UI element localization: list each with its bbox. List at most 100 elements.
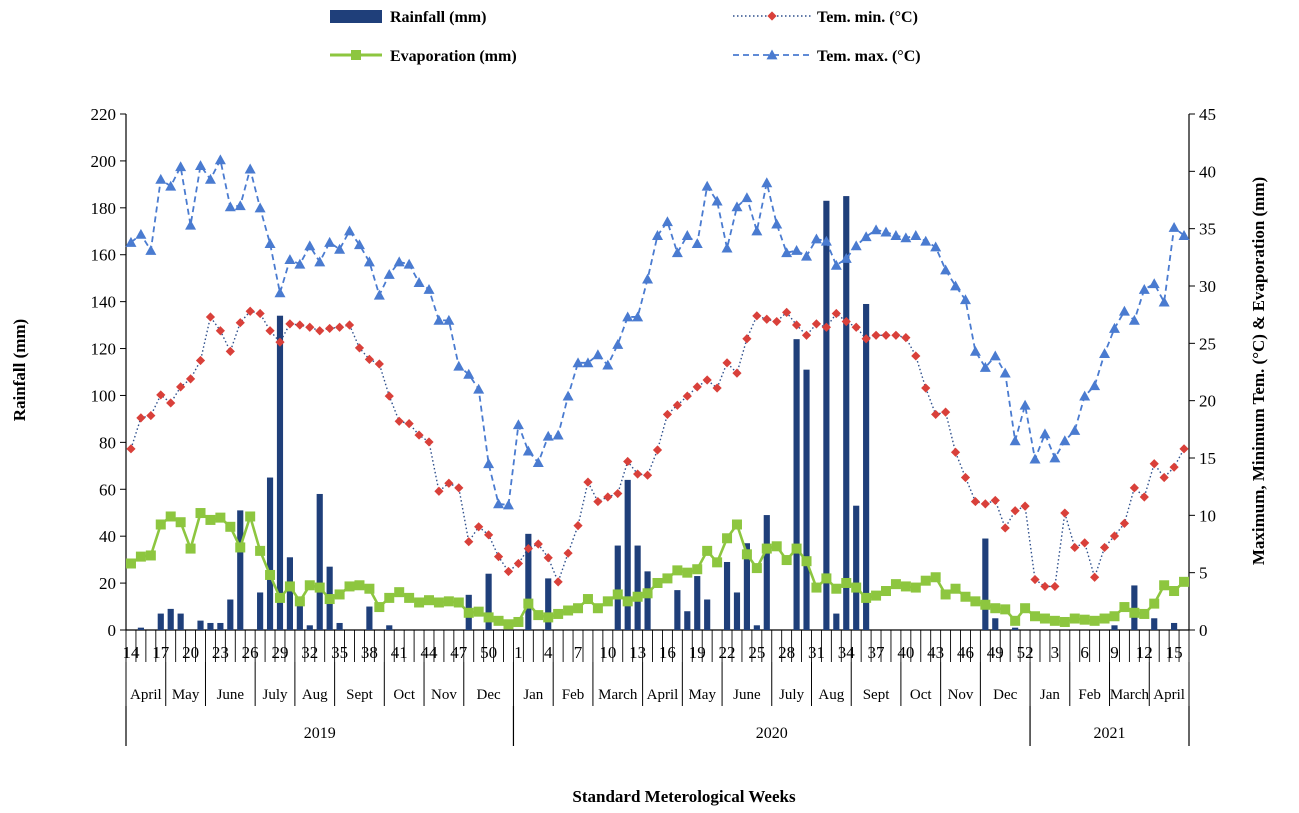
month-label: July: [779, 687, 805, 703]
tem-min-point: [404, 419, 414, 429]
y-left-tick-label: 220: [91, 105, 117, 124]
evaporation-point: [751, 563, 762, 574]
tem-min-point: [285, 319, 295, 329]
rainfall-bar: [276, 315, 284, 630]
evaporation-point: [543, 612, 554, 623]
evaporation-point: [135, 551, 146, 562]
tem-max-point: [1019, 399, 1031, 410]
month-label: Jan: [1040, 687, 1060, 703]
tem-max-point: [1059, 435, 1071, 446]
tem-max-point: [522, 445, 534, 456]
tem-max-point: [920, 235, 932, 246]
tem-max-point: [165, 180, 177, 191]
tem-min-point: [384, 391, 394, 401]
evaporation-point: [364, 583, 375, 594]
tem-max-point: [860, 231, 872, 242]
tem-min-point: [474, 522, 484, 532]
evaporation-point: [433, 597, 444, 608]
evaporation-point: [722, 533, 733, 544]
tem-min-point: [364, 354, 374, 364]
tem-max-point: [781, 247, 793, 258]
evaporation-point: [553, 608, 564, 619]
tem-max-point: [1029, 453, 1041, 464]
y-left-tick-label: 140: [91, 293, 117, 312]
tem-max-point: [1099, 348, 1111, 359]
tem-max-point: [125, 236, 137, 247]
x-week-label: 49: [987, 643, 1004, 662]
tem-min-point: [732, 368, 742, 378]
tem-min-point: [265, 326, 275, 336]
tem-min-point: [215, 326, 225, 336]
y-left-tick-label: 60: [99, 480, 116, 499]
tem-max-point: [652, 230, 663, 240]
evaporation-point: [354, 580, 365, 591]
year-label: 2019: [304, 725, 336, 742]
tem-max-point: [1148, 278, 1160, 289]
year-label: 2021: [1094, 725, 1126, 742]
tem-min-point: [772, 316, 782, 327]
tem-max-point: [870, 224, 882, 235]
x-week-label: 10: [599, 643, 616, 662]
evaporation-point: [791, 543, 802, 554]
evaporation-point: [215, 512, 226, 523]
y-right-tick-label: 15: [1199, 449, 1216, 468]
tem-min-point: [1179, 444, 1189, 454]
evaporation-point: [195, 508, 206, 519]
tem-min-point: [642, 470, 653, 480]
tem-min-point: [990, 495, 1000, 506]
tem-max-point: [642, 273, 654, 284]
x-week-label: 23: [212, 643, 229, 662]
month-label: Aug: [818, 687, 844, 703]
evaporation-point: [463, 607, 474, 618]
y-left-tick-label: 20: [99, 574, 116, 593]
tem-min-point: [911, 351, 921, 361]
tem-min-point: [941, 407, 951, 417]
month-label: Sept: [863, 687, 891, 703]
x-week-label: 41: [391, 643, 408, 662]
evaporation-point: [414, 597, 425, 608]
y-left-tick-label: 180: [91, 199, 117, 218]
line-series: [125, 154, 1190, 630]
y-right-tick-label: 30: [1199, 277, 1216, 296]
x-week-label: 35: [331, 643, 348, 662]
evaporation-point: [871, 590, 882, 601]
x-week-label: 6: [1080, 643, 1089, 662]
tem-max-point: [830, 259, 842, 270]
tem-min-point: [980, 499, 990, 509]
tem-max-point: [423, 283, 435, 294]
tem-max-point: [532, 457, 544, 467]
tem-max-point: [224, 201, 236, 212]
tem-max-point: [1039, 428, 1051, 439]
x-week-label: 15: [1166, 643, 1183, 662]
tem-max-point: [979, 361, 991, 372]
tem-max-point: [701, 180, 713, 191]
x-week-label: 9: [1110, 643, 1119, 662]
tem-min-point: [881, 330, 891, 340]
x-week-label: 14: [122, 643, 140, 662]
tem-min-point: [166, 398, 176, 408]
x-week-label: 22: [719, 643, 736, 662]
tem-min-point: [523, 543, 533, 554]
rainfall-bar: [227, 599, 234, 630]
evaporation-point: [1129, 607, 1140, 618]
evaporation-point: [205, 514, 216, 525]
tem-max-point: [999, 367, 1011, 378]
tem-max-point: [592, 349, 604, 360]
evaporation-point: [1119, 602, 1130, 613]
evaporation-point: [910, 582, 921, 593]
tem-max-point: [632, 311, 644, 322]
year-label: 2020: [756, 725, 788, 742]
x-week-label: 37: [868, 643, 886, 662]
y-right-tick-label: 10: [1199, 506, 1216, 525]
tem-min-point: [434, 486, 444, 496]
month-label: Oct: [393, 687, 415, 703]
rainfall-bar: [545, 578, 552, 630]
tem-max-point: [950, 280, 962, 291]
tem-max-point: [1168, 222, 1180, 232]
x-week-label: 32: [301, 643, 318, 662]
tem-max-point: [572, 357, 584, 368]
tem-max-point: [840, 252, 852, 263]
rainfall-bar: [853, 505, 860, 630]
month-label: May: [172, 687, 200, 703]
tem-min-point: [752, 311, 762, 321]
